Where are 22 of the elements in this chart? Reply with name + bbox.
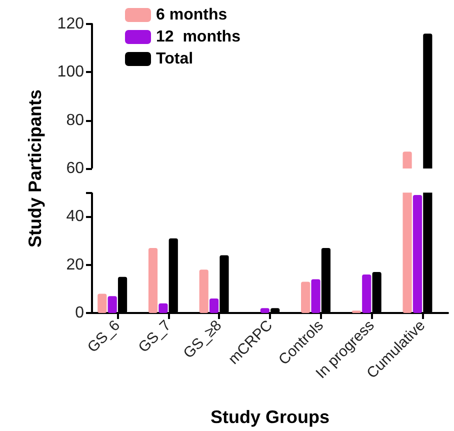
bar	[301, 282, 310, 313]
y-axis-title: Study Participants	[25, 89, 45, 248]
bar	[362, 274, 372, 313]
bar	[199, 270, 208, 313]
bar	[148, 248, 158, 313]
bar	[311, 279, 320, 313]
y-tick-label: 80	[66, 112, 84, 129]
y-tick-label: 120	[57, 16, 84, 32]
y-tick-label: 40	[66, 208, 84, 226]
bar	[108, 296, 117, 313]
bar	[98, 294, 107, 313]
legend-label: Total	[156, 50, 194, 68]
legend-label: 12 months	[156, 28, 241, 46]
y-tick-label: 0	[75, 304, 84, 322]
y-tick-label: 100	[57, 64, 84, 81]
bar	[210, 298, 219, 313]
bar	[158, 303, 168, 313]
legend-label: 6 months	[156, 6, 228, 24]
bar	[412, 194, 422, 313]
x-axis-title: Study Groups	[210, 407, 330, 427]
y-tick-label: 20	[66, 256, 84, 274]
y-tick-label: 60	[66, 160, 84, 177]
